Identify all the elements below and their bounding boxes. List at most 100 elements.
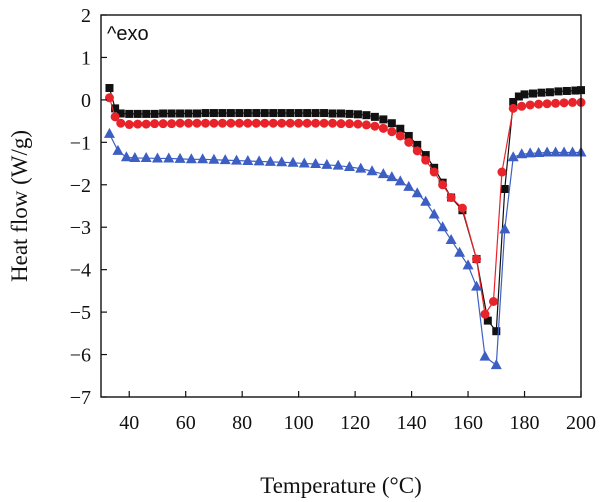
data-point — [276, 156, 288, 167]
data-point — [420, 195, 432, 206]
data-point — [311, 109, 320, 118]
x-tick-label: 160 — [453, 412, 483, 434]
data-point — [116, 118, 126, 128]
data-point — [529, 89, 537, 98]
data-point — [209, 109, 218, 118]
plot-frame — [100, 14, 582, 398]
data-point — [320, 109, 329, 118]
data-point — [509, 98, 518, 107]
data-point — [514, 92, 523, 101]
data-point — [551, 98, 561, 108]
data-point — [355, 162, 367, 173]
data-point — [277, 118, 287, 128]
data-point — [524, 147, 536, 158]
ticks-layer: 40 60 80 100 120 140 160 180 200 2 1 0 −1 −2 −3 −4 −5 −6 −… — [70, 5, 596, 434]
data-point — [562, 86, 571, 95]
data-point — [421, 155, 431, 165]
data-point — [545, 88, 554, 97]
data-point — [394, 175, 406, 186]
data-point — [197, 153, 209, 164]
data-point — [298, 157, 310, 168]
y-tick-label: −4 — [70, 260, 91, 282]
x-tick-label: 140 — [397, 412, 427, 434]
data-point — [386, 171, 398, 182]
data-point — [268, 118, 278, 128]
data-point — [445, 233, 457, 244]
data-point — [234, 118, 244, 128]
data-point — [163, 152, 175, 163]
data-point — [336, 119, 346, 129]
data-point — [490, 359, 502, 370]
data-point — [303, 109, 312, 118]
data-point — [328, 118, 338, 128]
data-point — [193, 109, 201, 118]
data-point — [112, 144, 124, 155]
data-point — [454, 246, 466, 257]
data-point — [286, 109, 295, 118]
data-point — [328, 109, 337, 118]
series-layer — [103, 84, 587, 370]
data-point — [541, 146, 553, 157]
data-point — [377, 168, 389, 179]
data-point — [542, 99, 552, 109]
data-point — [129, 152, 141, 163]
data-point — [277, 109, 286, 118]
data-point — [353, 119, 363, 129]
data-point — [243, 109, 252, 118]
data-point — [141, 119, 151, 129]
data-point — [226, 109, 235, 118]
data-point — [483, 316, 492, 325]
data-point — [337, 109, 345, 118]
data-point — [287, 156, 299, 167]
data-point — [285, 118, 295, 128]
series-line-3 — [108, 133, 581, 367]
exo-annotation: ^exo — [107, 23, 149, 45]
y-tick-label: −6 — [70, 345, 91, 367]
data-point — [567, 146, 579, 157]
x-tick-label: 180 — [510, 412, 540, 434]
data-point — [133, 109, 142, 118]
data-point — [142, 109, 151, 118]
y-tick-label: 0 — [81, 90, 91, 112]
data-point — [370, 112, 379, 121]
data-point — [124, 120, 134, 130]
data-point — [438, 180, 448, 190]
data-point — [457, 203, 467, 213]
data-point — [125, 109, 134, 118]
data-point — [174, 152, 186, 163]
data-point — [499, 223, 511, 234]
data-point — [140, 152, 152, 163]
data-point — [175, 118, 185, 128]
data-point — [242, 155, 254, 166]
data-point — [403, 180, 415, 191]
data-point — [404, 131, 413, 140]
data-point — [219, 154, 231, 165]
data-point — [310, 157, 322, 168]
data-point — [571, 86, 580, 95]
data-point — [412, 146, 422, 156]
data-point — [500, 185, 509, 194]
data-point — [192, 118, 202, 128]
data-point — [421, 151, 430, 160]
data-point — [201, 109, 210, 118]
data-point — [111, 104, 120, 113]
data-point — [294, 118, 304, 128]
data-point — [395, 131, 405, 141]
data-point — [110, 112, 120, 122]
data-point — [218, 109, 227, 118]
data-point — [344, 119, 354, 129]
data-point — [120, 151, 132, 162]
data-point — [184, 109, 193, 118]
data-point — [264, 155, 276, 166]
data-point — [537, 88, 546, 97]
data-point — [507, 151, 519, 162]
data-point — [226, 118, 236, 128]
x-tick-label: 80 — [232, 412, 252, 434]
data-point — [159, 109, 168, 118]
data-point — [488, 297, 498, 306]
x-tick-label: 100 — [284, 412, 314, 434]
data-point — [534, 99, 544, 109]
data-point — [235, 109, 244, 118]
data-point — [517, 101, 527, 111]
